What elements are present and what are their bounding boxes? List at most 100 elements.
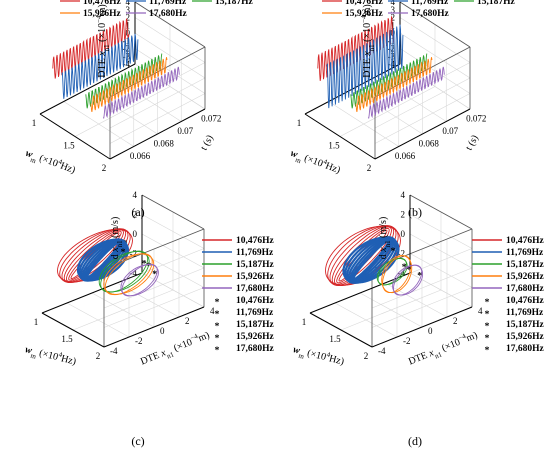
z-tick-label: 1 [391,20,396,30]
legend-marker: * [215,346,220,356]
y-axis-label: DTE xn1 (×10−4m) [138,328,212,370]
label-part: (×10 [362,23,373,44]
legend-marker: * [485,346,490,356]
y-axis-label: DTE xn1 (×10−4m) [406,328,480,370]
x-axis-line [39,113,111,160]
label-part: (m/s) [378,217,389,241]
series-line-15,926Hz [355,57,433,112]
label-part: m [30,352,38,361]
x-tick-label: 1 [297,118,302,128]
legend-label: 17,680Hz [506,344,545,354]
label-part: x [158,347,168,359]
label-part: −4 [95,15,103,23]
label-part: 4 [58,350,64,359]
y-tick-label: -4 [110,346,118,356]
label-part: Hz) [60,353,77,367]
label-part: 4 [322,157,328,166]
series-marker-17,680Hz: * [417,271,422,281]
series-line-15,187Hz [85,53,163,109]
floor-edge [39,63,136,115]
label-part: m) [97,4,108,15]
legend-marker: * [215,310,220,320]
legend-label: 15,926Hz [506,272,545,282]
label-part: m) [465,330,479,344]
series-line-10,476Hz [317,16,395,81]
label-part: n1 [103,44,111,52]
z-tick-label: 1 [126,20,131,30]
label-part: (×10 [97,23,108,44]
legend-label: 15,926Hz [236,272,275,282]
legend-label: 15,187Hz [236,320,275,330]
label-part: DTE [97,56,108,78]
legend-label: 10,476Hz [236,296,275,306]
panel-caption: (d) [408,434,422,448]
x-tick-label: 1.5 [63,141,75,151]
label-part: n1 [384,240,392,248]
legend-label: 15,926Hz [83,9,122,19]
x-axis-label: wm (×104Hz) [23,146,77,179]
series-marker-17,680Hz: * [152,270,157,280]
series-orbit-17,680Hz [121,263,158,297]
label-part: w [24,344,33,356]
panel-caption: (b) [408,205,422,219]
floor-edge [309,272,411,314]
label-part: x [97,51,108,57]
label-part: 4 [57,157,63,166]
label-part: n1 [434,350,444,360]
legend-label: 15,187Hz [506,320,545,330]
legend-label: 15,187Hz [506,260,545,270]
x-tick-label: 1.5 [61,334,73,344]
legend-label: 10,476Hz [345,0,384,7]
x-axis-label: wm (×104Hz) [291,342,345,370]
z-tick-label: 4 [133,190,138,200]
axis-edge [134,1,206,48]
legend-label: 10,476Hz [506,296,545,306]
series-orbit-11,769Hz [84,240,122,280]
series-orbit-11,769Hz [81,238,125,282]
z-tick-label: 3 [391,5,396,15]
label-part: x [110,247,121,253]
y-axis-line [103,306,205,348]
series-orbit-11,769Hz [350,238,392,282]
series-orbit-15,187Hz [377,257,407,286]
series-orbit-11,769Hz [348,237,394,283]
z-tick-label: 0 [133,229,138,239]
y-tick-label: -2 [135,336,143,346]
axis-edge [399,1,471,48]
series-orbit-11,769Hz [352,239,390,281]
z-axis-label: d xn1 (m/s) [378,217,392,260]
series-marker-15,926Hz: * [146,262,151,272]
legend-label: 15,926Hz [506,332,545,342]
legend-marker: * [215,322,220,332]
x-tick-label: 2 [102,163,107,173]
series-orbit-15,926Hz [382,255,412,294]
y-tick-label: 0.07 [177,126,193,136]
legend-label: 11,769Hz [236,308,274,318]
series-line-15,187Hz [350,53,428,109]
label-part: m [298,352,306,361]
label-part: n1 [166,350,176,360]
legend-marker: * [215,298,220,308]
y-axis-line [371,306,473,348]
z-axis-label: DTE xn1 (×10−4m) [95,4,111,77]
series-marker-11,769Hz: * [121,248,126,258]
series-marker-11,769Hz: * [391,247,396,257]
series-orbit-17,680Hz [393,264,423,296]
x-axis-line [309,312,373,348]
z-tick-label: 0 [401,229,406,239]
legend-label: 15,926Hz [345,9,384,19]
series-orbit-10,476Hz [327,225,399,287]
x-tick-label: 1.5 [329,334,341,344]
legend-label: 17,680Hz [506,284,545,294]
label-part: −4 [457,332,467,342]
legend-label: 11,769Hz [506,308,544,318]
z-tick-label: -2 [130,249,138,259]
label-part: m) [197,330,211,344]
legend-label: 17,680Hz [236,344,275,354]
label-part: m [29,156,37,166]
panel-caption: (c) [131,434,144,448]
y-tick-label: 0 [160,326,165,336]
series-marker-15,926Hz: * [406,265,411,275]
